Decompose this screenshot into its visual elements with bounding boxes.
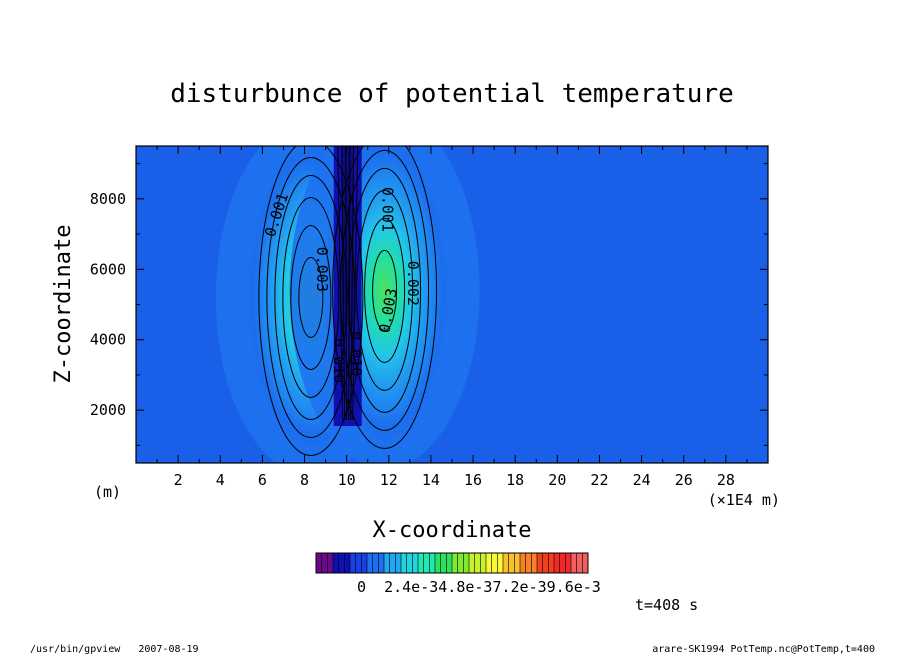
time-label: t=408 s — [635, 596, 698, 614]
colorbar-swatch — [384, 553, 402, 573]
x-tick-label: 24 — [633, 471, 651, 489]
colorbar-swatch — [418, 553, 436, 573]
x-tick-label: 8 — [300, 471, 309, 489]
colorbar-swatch — [333, 553, 351, 573]
colorbar-swatch — [537, 553, 555, 573]
x-tick-label: 6 — [258, 471, 267, 489]
contour-core--10 — [337, 146, 344, 421]
contour-0-0 — [298, 256, 324, 338]
colorbar-swatch — [486, 553, 504, 573]
colorbar-swatch — [469, 553, 487, 573]
contour-label-2: 0.002 — [404, 261, 422, 306]
colorbar-swatch — [401, 553, 419, 573]
x-tick-label: 18 — [506, 471, 524, 489]
colorbar-frame — [315, 552, 589, 574]
x-axis: 2 4 6 8 10 12 14 16 18 20 22 24 26 28 — [156, 146, 748, 489]
colorbar-swatch — [367, 553, 385, 573]
contour-core-10 — [352, 146, 359, 421]
colorbar-swatch — [554, 553, 572, 573]
colorbar-swatch — [316, 553, 334, 573]
colorbar-tick-labels: 0 2.4e-34.8e-37.2e-39.6e-3 — [357, 578, 601, 596]
cold-core — [341, 146, 354, 326]
chart-title: disturbunce of potential temperature — [170, 79, 734, 109]
contour-label-4: 0.003 — [313, 247, 331, 292]
contour-0-2 — [282, 196, 340, 398]
y-axis-label: Z-coordinate — [51, 225, 76, 384]
contour-0-3 — [274, 174, 348, 420]
x-tick-label: 22 — [590, 471, 608, 489]
x-tick-label: 2 — [174, 471, 183, 489]
x-axis-label: X-coordinate — [373, 518, 532, 543]
contour-1-3 — [348, 167, 422, 413]
contour-label-5: 0.010 — [330, 338, 348, 383]
heatmap-field — [215, 146, 480, 463]
colorbar-swatch — [435, 553, 453, 573]
contour-1-0 — [372, 249, 398, 331]
contour-1-2 — [356, 189, 414, 391]
colorbar-swatch — [452, 553, 470, 573]
contour-lines — [258, 146, 438, 456]
contour-0-1 — [290, 224, 332, 370]
x-tick-label: 10 — [338, 471, 356, 489]
x-unit-right: (×1E4 m) — [708, 491, 780, 509]
x-tick-label: 28 — [717, 471, 735, 489]
x-tick-label: 12 — [380, 471, 398, 489]
contour-core-2 — [348, 146, 351, 421]
y-tick-label: 8000 — [90, 190, 126, 208]
x-tick-label: 16 — [464, 471, 482, 489]
footer-left: /usr/bin/gpview 2007-08-19 — [30, 644, 199, 654]
y-tick-label: 6000 — [90, 260, 126, 278]
contour-core-6 — [350, 146, 355, 421]
contour-1-1 — [364, 217, 406, 363]
colorbar-swatch — [350, 553, 368, 573]
y-axis: 2000 4000 6000 8000 — [90, 163, 768, 446]
colorbar-swatch — [520, 553, 538, 573]
contour-1-5 — [332, 146, 438, 449]
footer-right: arare-SK1994_PotTemp.nc@PotTemp,t=400 — [652, 644, 875, 654]
colorbar-swatch — [571, 553, 589, 573]
y-tick-label: 4000 — [90, 331, 126, 349]
contour-core--2 — [345, 146, 348, 421]
colorbar — [315, 552, 589, 574]
x-tick-label: 14 — [422, 471, 440, 489]
contour-label-6: 0.010 — [347, 331, 365, 376]
x-tick-label: 4 — [216, 471, 225, 489]
contour-0-5 — [258, 146, 364, 456]
contour-label-1: 0.001 — [378, 187, 396, 232]
x-unit-left: (m) — [94, 483, 121, 501]
contour-core--6 — [341, 146, 346, 421]
colorbar-swatch — [503, 553, 521, 573]
x-tick-label: 26 — [675, 471, 693, 489]
x-tick-label: 20 — [548, 471, 566, 489]
y-tick-label: 2000 — [90, 401, 126, 419]
